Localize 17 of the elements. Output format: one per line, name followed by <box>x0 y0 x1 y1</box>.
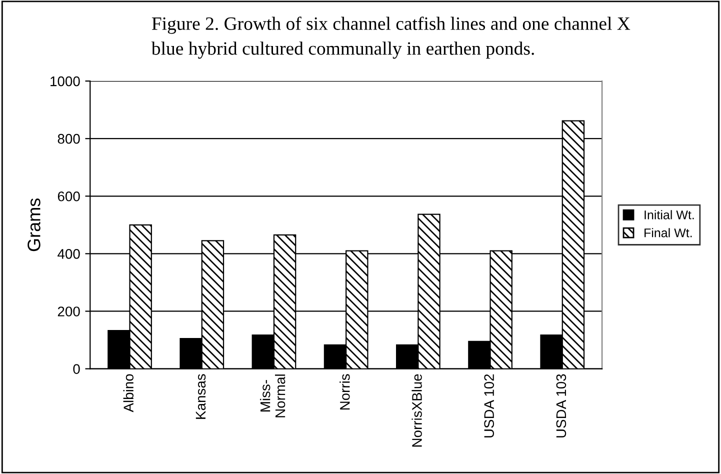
y-axis-title: Grams <box>28 198 40 252</box>
y-tick-label: 0 <box>73 364 80 374</box>
x-tick-label: Albino <box>123 374 134 412</box>
y-tick-label: 400 <box>58 249 80 259</box>
x-tick-label: Miss- Normal <box>260 374 286 418</box>
y-tick-label: 1000 <box>50 76 80 86</box>
y-tick-label: 200 <box>58 306 80 316</box>
x-tick-label: USDA 103 <box>556 374 566 438</box>
legend-label: Initial Wt. <box>644 210 694 220</box>
y-tick-label: 600 <box>58 191 80 202</box>
y-tick-label: 800 <box>58 134 80 144</box>
x-tick-label: Kansas <box>196 374 206 419</box>
legend-label: Final Wt. <box>644 228 692 238</box>
chart-title: Figure 2. Growth of six channel catfish lines and one channel X blue hybrid cultured communally in earthen ponds. <box>151 16 630 59</box>
x-tick-label: NorrisXBlue <box>412 374 422 447</box>
x-tick-label: Norris <box>340 374 350 410</box>
x-tick-label: USDA 102 <box>484 374 494 438</box>
